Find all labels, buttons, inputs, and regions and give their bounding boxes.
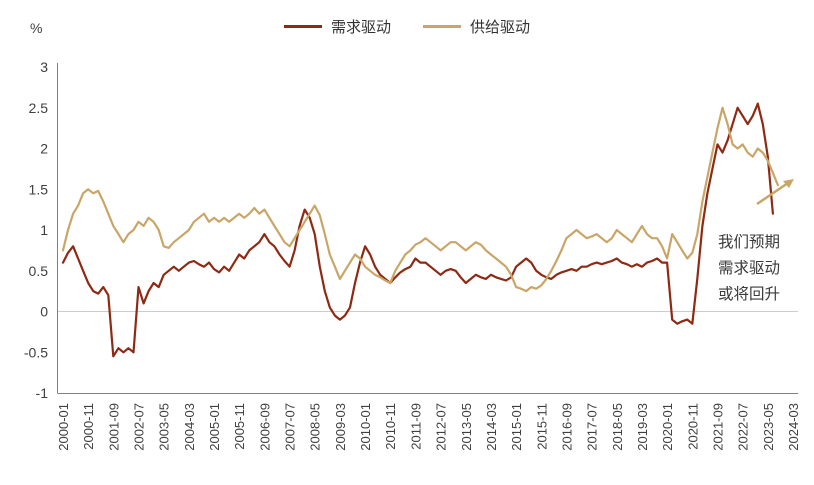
legend-item-supply: 供给驱动 <box>423 16 530 37</box>
y-axis-unit-label: % <box>30 20 43 36</box>
svg-text:2020-01: 2020-01 <box>660 403 675 451</box>
svg-text:2014-03: 2014-03 <box>484 403 499 451</box>
svg-text:1.5: 1.5 <box>29 181 49 197</box>
svg-text:0: 0 <box>40 304 48 320</box>
forecast-annotation-line-1: 我们预期 <box>717 234 780 251</box>
svg-text:2004-03: 2004-03 <box>182 403 197 451</box>
svg-text:2020-11: 2020-11 <box>685 403 700 450</box>
svg-text:0.5: 0.5 <box>29 263 49 279</box>
svg-text:2024-03: 2024-03 <box>786 403 801 451</box>
svg-text:2000-01: 2000-01 <box>56 403 71 451</box>
forecast-annotation-line-2: 需求驱动 <box>717 260 780 277</box>
legend-item-demand: 需求驱动 <box>283 16 391 37</box>
svg-text:2001-09: 2001-09 <box>106 403 121 451</box>
legend: 需求驱动 供给驱动 <box>0 16 814 37</box>
svg-text:2013-05: 2013-05 <box>459 403 474 451</box>
svg-text:2008-05: 2008-05 <box>308 403 323 451</box>
svg-text:2006-09: 2006-09 <box>257 403 272 451</box>
svg-text:2000-11: 2000-11 <box>81 403 96 450</box>
svg-text:1: 1 <box>40 222 48 238</box>
svg-text:2010-01: 2010-01 <box>358 403 373 451</box>
svg-text:2021-09: 2021-09 <box>710 403 725 451</box>
svg-text:3: 3 <box>40 59 48 75</box>
forecast-annotation-line-3: 或将回升 <box>717 286 780 303</box>
svg-text:2011-09: 2011-09 <box>408 403 423 450</box>
legend-label-supply: 供给驱动 <box>470 19 531 36</box>
svg-text:2015-01: 2015-01 <box>509 403 524 451</box>
svg-text:2019-03: 2019-03 <box>635 403 650 451</box>
svg-text:2017-07: 2017-07 <box>585 403 600 451</box>
svg-text:2.5: 2.5 <box>29 100 49 116</box>
svg-text:2002-07: 2002-07 <box>132 403 147 451</box>
legend-line-supply-swatch <box>423 25 461 28</box>
svg-text:2016-09: 2016-09 <box>559 403 574 451</box>
svg-text:-1: -1 <box>36 385 49 401</box>
legend-line-demand-swatch <box>283 25 322 28</box>
svg-text:2005-01: 2005-01 <box>207 403 222 451</box>
svg-text:2010-11: 2010-11 <box>383 403 398 450</box>
svg-text:2023-05: 2023-05 <box>761 403 776 451</box>
svg-text:2018-05: 2018-05 <box>610 403 625 451</box>
svg-text:-0.5: -0.5 <box>24 344 48 360</box>
svg-text:2005-11: 2005-11 <box>232 403 247 450</box>
svg-text:2022-07: 2022-07 <box>736 403 751 451</box>
svg-text:2012-07: 2012-07 <box>434 403 449 451</box>
legend-label-demand: 需求驱动 <box>330 19 391 36</box>
svg-text:2003-05: 2003-05 <box>157 403 172 451</box>
svg-text:2: 2 <box>40 141 48 157</box>
svg-text:2007-07: 2007-07 <box>283 403 298 451</box>
forecast-annotation: 我们预期 需求驱动 或将回升 <box>710 230 788 308</box>
svg-text:2015-11: 2015-11 <box>534 403 549 450</box>
svg-text:2009-03: 2009-03 <box>333 403 348 451</box>
